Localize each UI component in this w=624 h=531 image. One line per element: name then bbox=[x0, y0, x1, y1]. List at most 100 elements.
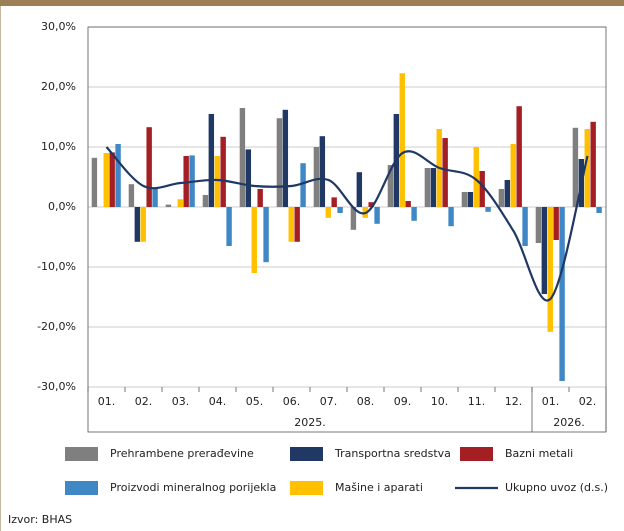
bar bbox=[448, 207, 454, 227]
legend-swatch bbox=[65, 481, 98, 495]
bar bbox=[165, 204, 172, 207]
bar bbox=[251, 207, 257, 273]
x-tick-label: 12. bbox=[505, 395, 523, 408]
bar bbox=[541, 207, 548, 294]
y-tick-label: -20,0% bbox=[37, 320, 76, 333]
bar bbox=[584, 129, 590, 207]
bar bbox=[473, 147, 479, 207]
legend-label: Ukupno uvoz (d.s.) bbox=[505, 481, 608, 494]
group-label: 2026. bbox=[553, 416, 585, 429]
x-tick-label: 09. bbox=[394, 395, 412, 408]
bar bbox=[288, 207, 294, 242]
source: Izvor: BHAS bbox=[8, 513, 72, 526]
bar bbox=[115, 144, 121, 207]
bar bbox=[325, 207, 331, 218]
line bbox=[105, 146, 589, 302]
bar bbox=[202, 195, 209, 207]
bar bbox=[559, 207, 565, 381]
y-tick-label: -30,0% bbox=[37, 380, 76, 393]
y-tick-label: 10,0% bbox=[41, 140, 76, 153]
bar bbox=[319, 136, 326, 207]
bar bbox=[263, 207, 269, 263]
bar bbox=[220, 136, 226, 207]
bar bbox=[134, 207, 141, 242]
legend-swatch bbox=[65, 447, 98, 461]
x-tick-label: 03. bbox=[172, 395, 190, 408]
bar bbox=[522, 207, 528, 246]
x-tick-label: 06. bbox=[283, 395, 301, 408]
y-tick-label: -10,0% bbox=[37, 260, 76, 273]
bar bbox=[214, 156, 220, 207]
x-tick-label: 07. bbox=[320, 395, 338, 408]
bar bbox=[547, 207, 553, 332]
bar bbox=[387, 165, 394, 207]
bar bbox=[510, 144, 516, 207]
bar bbox=[103, 153, 109, 207]
bar bbox=[257, 189, 263, 207]
x-tick-label: 05. bbox=[246, 395, 264, 408]
bar bbox=[300, 163, 306, 207]
bar bbox=[368, 202, 374, 207]
bar bbox=[146, 127, 152, 207]
bar bbox=[461, 192, 468, 207]
bar bbox=[331, 197, 337, 207]
bar bbox=[208, 114, 215, 207]
bar bbox=[405, 201, 411, 207]
bar bbox=[374, 207, 380, 224]
bar bbox=[177, 199, 183, 207]
bar bbox=[276, 118, 283, 207]
header-band bbox=[0, 0, 624, 6]
x-tick-label: 02. bbox=[579, 395, 597, 408]
bar bbox=[152, 187, 158, 207]
x-tick-label: 02. bbox=[135, 395, 153, 408]
bar bbox=[356, 172, 363, 207]
bar bbox=[239, 108, 246, 207]
bar bbox=[572, 127, 579, 207]
bar bbox=[109, 152, 115, 207]
bar bbox=[282, 109, 289, 207]
bar bbox=[430, 168, 437, 207]
bar bbox=[590, 121, 596, 207]
bar bbox=[350, 207, 357, 230]
legend-label: Proizvodi mineralnog porijekla bbox=[110, 481, 276, 494]
group-label: 2025. bbox=[294, 416, 326, 429]
bar bbox=[245, 149, 252, 207]
bar bbox=[479, 171, 485, 207]
x-tick-label: 11. bbox=[468, 395, 486, 408]
x-tick-label: 10. bbox=[431, 395, 449, 408]
legend-swatch bbox=[290, 447, 323, 461]
x-tick-label: 01. bbox=[98, 395, 116, 408]
bar bbox=[411, 207, 417, 221]
bar bbox=[596, 207, 602, 213]
bar bbox=[485, 207, 491, 212]
bar bbox=[313, 147, 320, 207]
bar bbox=[467, 192, 474, 207]
bar bbox=[399, 73, 405, 207]
bar bbox=[294, 207, 300, 242]
legend-label: Mašine i aparati bbox=[335, 481, 423, 494]
y-tick-label: 20,0% bbox=[41, 80, 76, 93]
legend-swatch bbox=[460, 447, 493, 461]
bar bbox=[498, 189, 505, 207]
legend-swatch bbox=[290, 481, 323, 495]
bar bbox=[226, 207, 232, 246]
bar bbox=[442, 138, 448, 207]
x-tick-label: 04. bbox=[209, 395, 227, 408]
plot-frame bbox=[87, 26, 607, 433]
x-tick-label: 08. bbox=[357, 395, 375, 408]
bar bbox=[553, 207, 559, 240]
y-tick-label: 30,0% bbox=[41, 20, 76, 33]
bar bbox=[535, 207, 542, 243]
bar bbox=[504, 180, 511, 207]
x-tick-label: 01. bbox=[542, 395, 560, 408]
bar bbox=[516, 106, 522, 207]
bar bbox=[128, 184, 135, 207]
bar bbox=[337, 207, 343, 213]
y-tick-label: 0,0% bbox=[48, 200, 76, 213]
bar bbox=[140, 207, 146, 242]
bar bbox=[91, 157, 98, 207]
legend-label: Transportna sredstva bbox=[334, 447, 451, 460]
legend-label: Bazni metali bbox=[505, 447, 573, 460]
legend-label: Prehrambene prerađevine bbox=[110, 447, 254, 460]
